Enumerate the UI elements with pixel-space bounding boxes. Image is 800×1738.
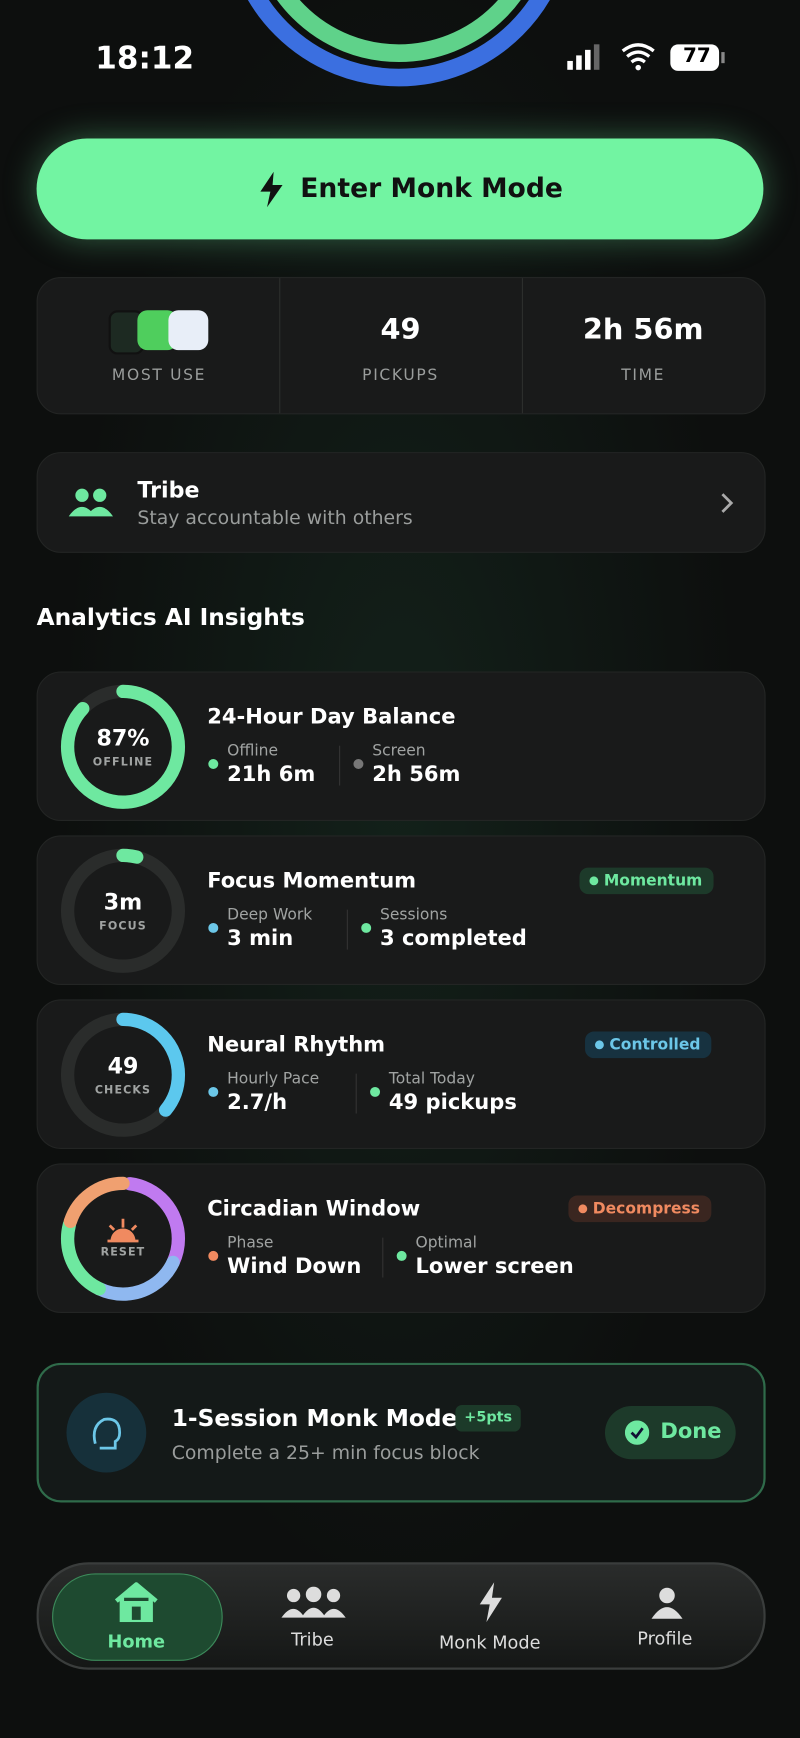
chevron [721, 493, 734, 513]
metric-label: Optimal [415, 1234, 477, 1253]
metric-dot [396, 1250, 407, 1261]
ring-text: 3m FOCUS [62, 850, 184, 972]
stat-label: PICKUPS [362, 366, 439, 385]
metric-label: Offline [227, 742, 279, 761]
insight-title: Circadian Window [207, 1196, 421, 1222]
app-icon [168, 310, 209, 351]
battery: 77 [683, 44, 711, 68]
status-badge: Decompress [568, 1195, 712, 1223]
status-badge: Controlled [585, 1031, 712, 1059]
ring-value: 87% [96, 724, 150, 752]
ring-label: CHECKS [94, 1084, 152, 1097]
bolt-icon [479, 1582, 502, 1623]
brain-icon [66, 1392, 147, 1473]
done-label: Done [660, 1419, 722, 1444]
status-time: 18:12 [95, 39, 195, 77]
stat-label: MOST USE [111, 366, 207, 385]
metric-value: 2h 56m [372, 762, 461, 787]
metric-label: Phase [227, 1234, 274, 1253]
metric-separator [339, 745, 341, 786]
challenge-card: 1-Session Monk Mode +5pts Complete a 25+… [36, 1362, 766, 1503]
top-rings [247, 0, 550, 87]
ring [60, 1176, 186, 1301]
insight-card: 49 CHECKS Neural Rhythm Controlled Hourly Pa… [36, 999, 766, 1149]
section-title: Analytics AI Insights [36, 603, 305, 631]
metric-value: 21h 6m [227, 762, 316, 787]
bolt-icon [260, 171, 283, 208]
tab-label[interactable]: Tribe [291, 1628, 334, 1650]
tab-bar: Home Tribe Monk Mode Profile [36, 1562, 766, 1670]
metric-label: Deep Work [227, 906, 313, 925]
ring-value: 49 [107, 1052, 139, 1080]
metric-label: Sessions [380, 906, 448, 925]
metric-separator [355, 1073, 357, 1114]
stat-label: TIME [621, 366, 666, 385]
metric-label: Total Today [388, 1070, 475, 1089]
metric-dot [208, 922, 219, 933]
points-badge: +5pts [455, 1404, 521, 1432]
ring-label: RESET [100, 1246, 146, 1259]
tab-label[interactable]: Home [107, 1630, 166, 1653]
status-icons [567, 43, 725, 71]
tribe-title: Tribe [137, 476, 200, 504]
stat-value: 49 [380, 313, 421, 347]
ring-value: 3m [103, 888, 143, 916]
profile-icon [651, 1587, 683, 1619]
ring-label: FOCUS [99, 920, 147, 933]
enter-monk-mode-button[interactable]: Enter Monk Mode [36, 138, 764, 240]
done-button[interactable]: Done [604, 1406, 736, 1460]
metric-dot [208, 1086, 219, 1097]
tribe-card[interactable]: Tribe Stay accountable with others [36, 452, 766, 553]
insight-card: RESET Circadian Window Decompress Phase Wind… [36, 1163, 766, 1313]
metric-value: Lower screen [415, 1254, 574, 1279]
insight-card: 87% OFFLINE 24-Hour Day Balance Offline 21h … [36, 671, 766, 822]
metric-label: Hourly Pace [227, 1070, 320, 1089]
metric-value: 49 pickups [388, 1090, 517, 1115]
ring-label: OFFLINE [92, 756, 154, 769]
metric-dot [361, 922, 372, 933]
tribe-icon [68, 488, 114, 517]
insight-card: 3m FOCUS Focus Momentum Momentum Deep Work 3 … [36, 835, 766, 986]
insight-title: 24-Hour Day Balance [207, 704, 456, 730]
stat-value: 2h 56m [582, 313, 704, 347]
tribe-icon [281, 1586, 346, 1618]
metric-dot [208, 758, 219, 769]
tab-label[interactable]: Monk Mode [438, 1632, 541, 1654]
metric-dot [370, 1086, 381, 1097]
insight-title: Focus Momentum [207, 868, 417, 894]
ring-text: RESET [62, 1178, 184, 1300]
ring-text: 87% OFFLINE [62, 686, 184, 808]
ring-text: 49 CHECKS [62, 1014, 184, 1136]
metric-value: 2.7/h [227, 1090, 288, 1115]
metric-value: 3 completed [380, 926, 527, 951]
insight-title: Neural Rhythm [207, 1032, 386, 1058]
metric-separator [346, 909, 348, 950]
metric-value: 3 min [227, 926, 294, 951]
ring [60, 1012, 186, 1137]
challenge-subtitle: Complete a 25+ min focus block [171, 1442, 480, 1465]
tab-label[interactable]: Profile [637, 1627, 693, 1649]
metric-dot [353, 758, 364, 769]
tribe-subtitle: Stay accountable with others [137, 507, 413, 530]
button-label: Enter Monk Mode [300, 172, 563, 204]
stats-card: MOST USE 49 PICKUPS 2h 56m TIME [36, 277, 766, 415]
metric-separator [382, 1237, 384, 1278]
challenge-title: 1-Session Monk Mode [171, 1404, 458, 1432]
ring [60, 684, 186, 809]
ring [60, 848, 186, 973]
status-badge: Momentum [579, 867, 714, 895]
metric-dot [208, 1250, 219, 1261]
home-icon [114, 1582, 158, 1623]
metric-label: Screen [372, 742, 426, 761]
metric-value: Wind Down [227, 1254, 362, 1279]
